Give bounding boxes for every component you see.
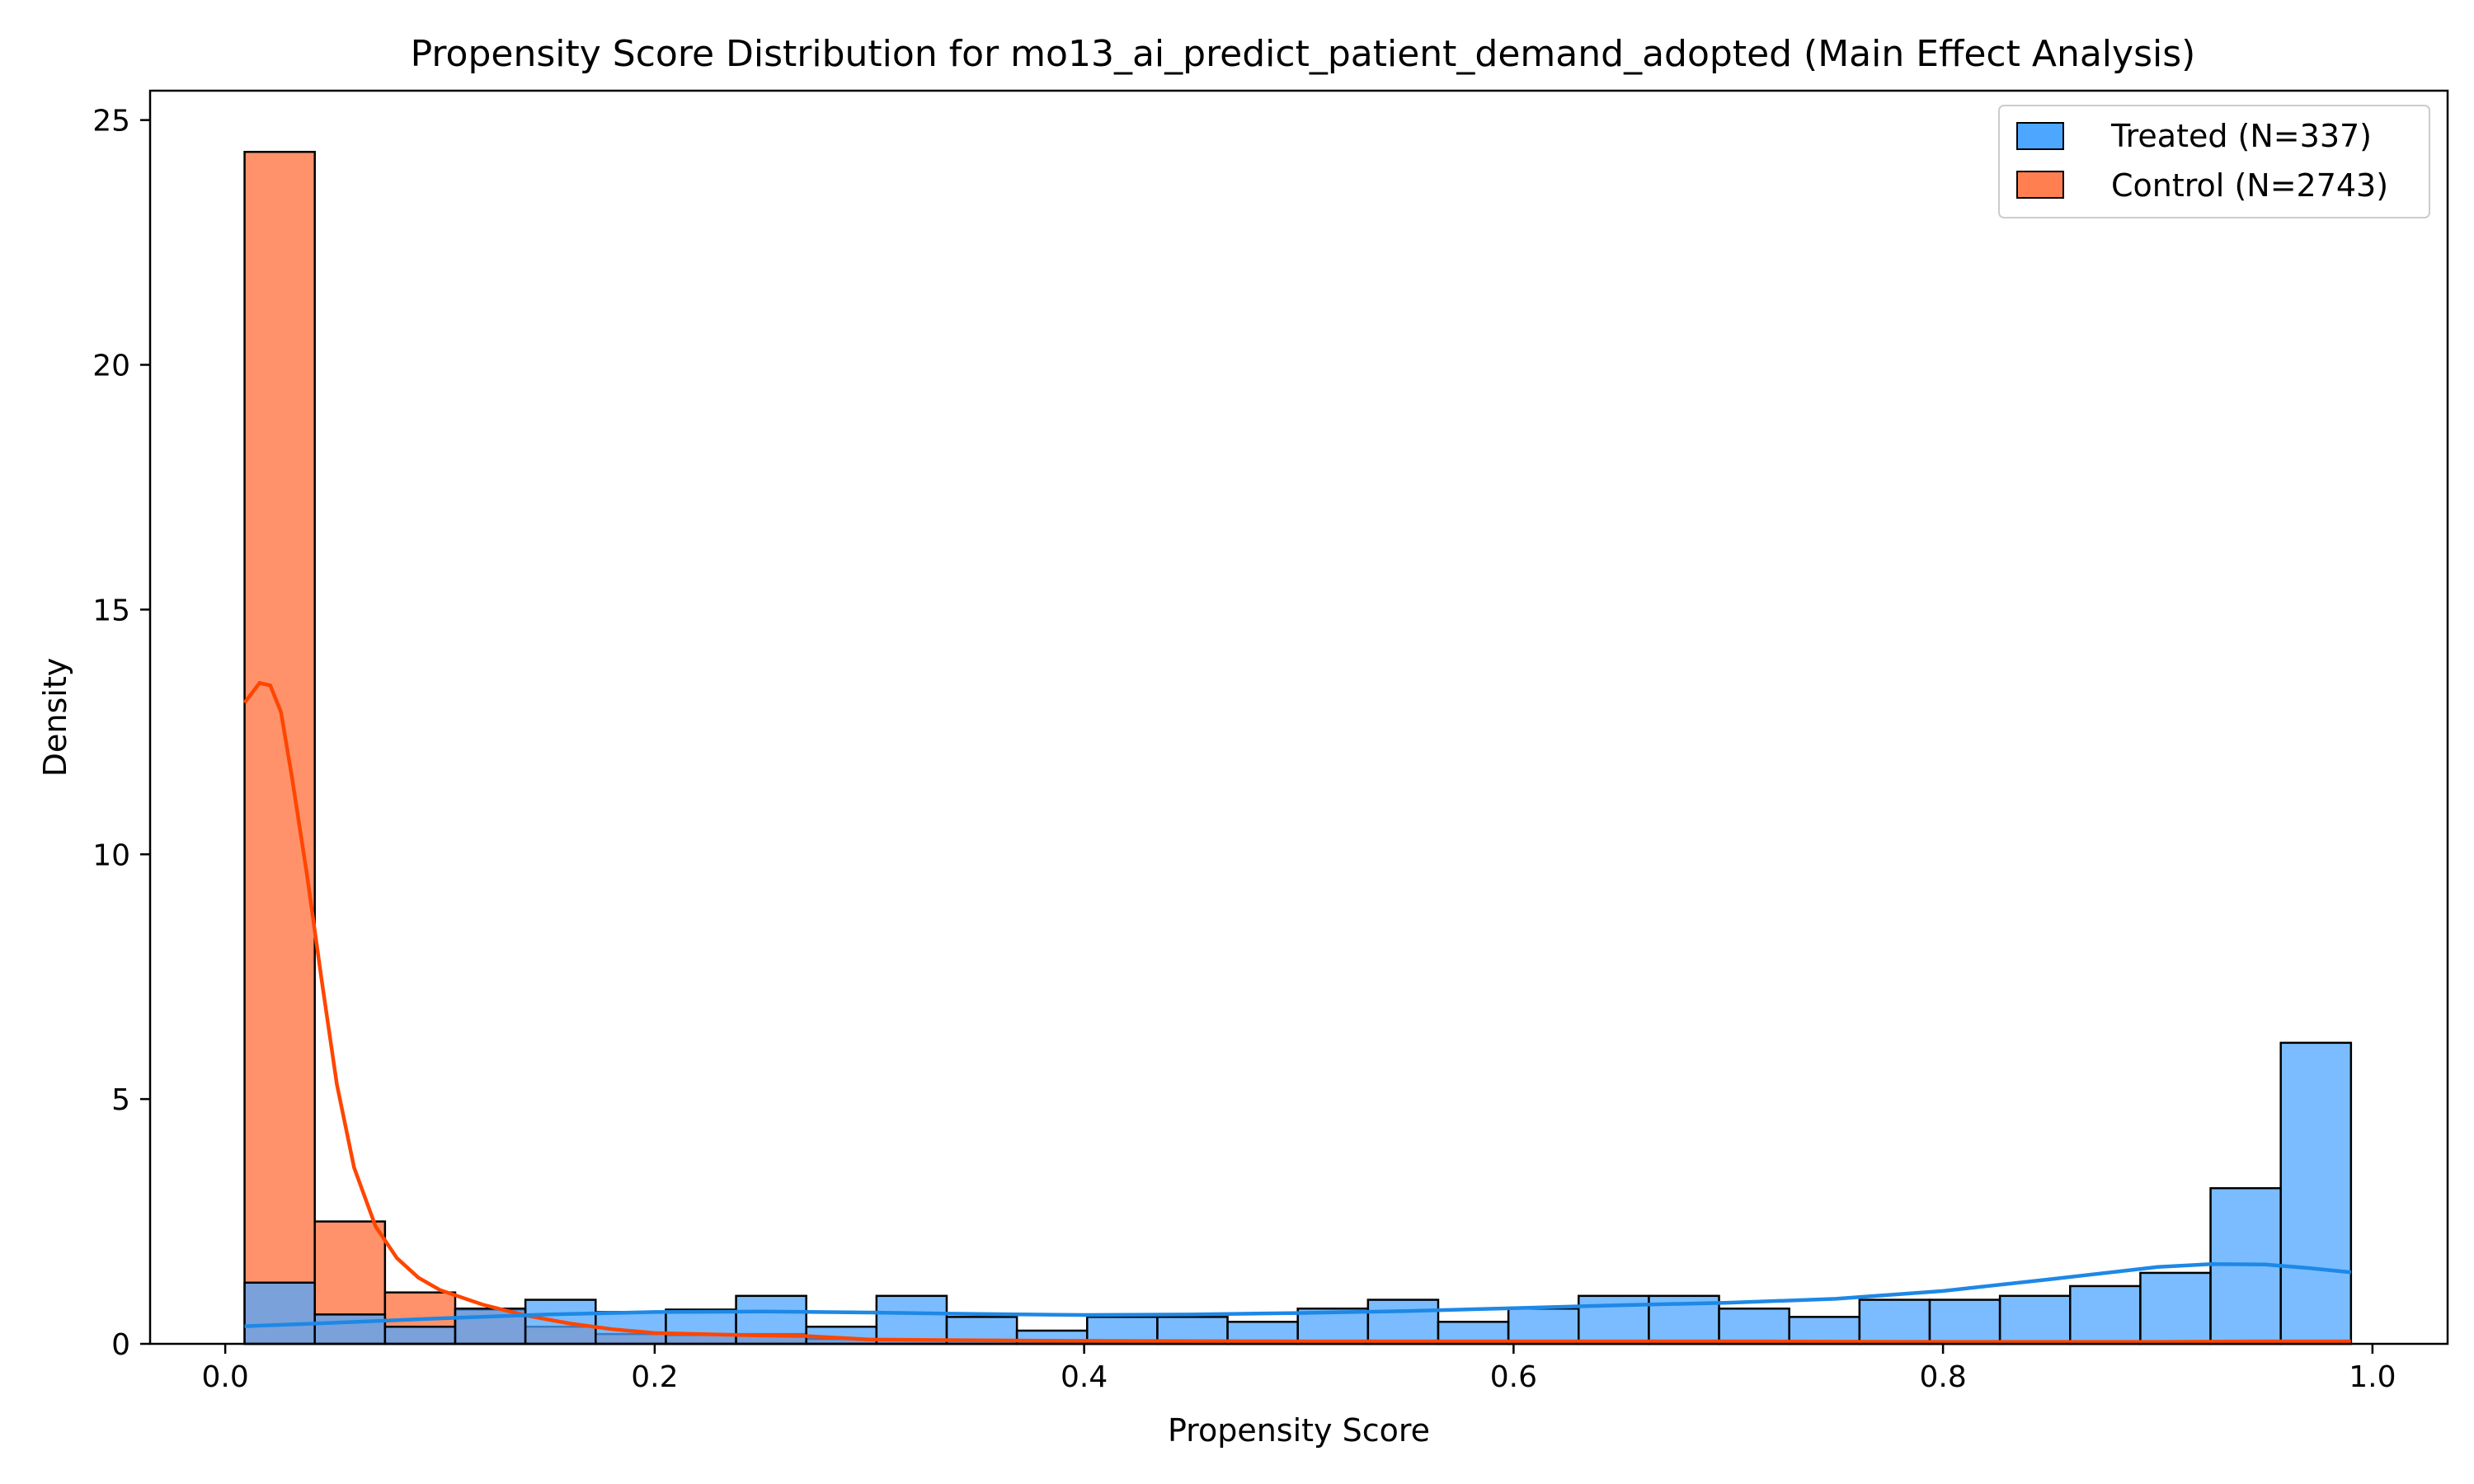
bar-treated-2 <box>383 1325 457 1345</box>
bar-treated-24 <box>1928 1298 2001 1345</box>
kde-line-treated <box>244 1261 2352 1328</box>
y-tick-label: 15 <box>92 594 130 627</box>
bar-treated-23 <box>1858 1298 1931 1345</box>
plot-frame <box>148 89 2449 1345</box>
y-axis-label: Density <box>37 658 73 777</box>
x-tick-label: 0.2 <box>631 1360 678 1394</box>
bar-treated-16 <box>1366 1298 1440 1345</box>
x-tick-label: 0.6 <box>1490 1360 1537 1394</box>
x-tick-label: 0.8 <box>1919 1360 1966 1394</box>
bar-treated-25 <box>1998 1294 2072 1345</box>
chart-title: Propensity Score Distribution for mo13_a… <box>411 33 2196 75</box>
x-tick-label: 0.0 <box>201 1360 248 1394</box>
y-tick-label: 10 <box>92 838 130 872</box>
x-axis-label: Propensity Score <box>1168 1412 1430 1449</box>
legend: Treated (N=337) Control (N=2743) <box>1998 105 2430 218</box>
kde-line-control <box>242 680 2351 1344</box>
bar-control-0 <box>243 150 316 1345</box>
legend-label-control: Control (N=2743) <box>2111 167 2388 204</box>
y-tick-label: 0 <box>111 1328 130 1362</box>
bar-treated-26 <box>2069 1284 2142 1345</box>
legend-swatch-treated <box>2016 122 2064 150</box>
bar-treated-29 <box>2279 1041 2353 1345</box>
legend-label-treated: Treated (N=337) <box>2110 118 2372 154</box>
legend-frame <box>1998 105 2430 218</box>
bar-treated-1 <box>313 1313 387 1345</box>
legend-swatch-control <box>2016 171 2064 199</box>
bar-treated-18 <box>1507 1308 1580 1345</box>
x-tick-label: 0.4 <box>1061 1360 1108 1394</box>
x-tick-label: 1.0 <box>2349 1360 2396 1394</box>
bar-treated-0 <box>243 1281 316 1345</box>
bar-treated-21 <box>1718 1308 1790 1345</box>
bar-treated-27 <box>2139 1271 2212 1345</box>
kde-layer <box>242 680 2352 1344</box>
axes-layer: 0.0 0.2 0.4 0.6 0.8 1.0 0 5 10 15 20 25 <box>92 105 2396 1394</box>
y-tick-label: 5 <box>111 1083 130 1117</box>
bar-treated-6 <box>665 1308 737 1345</box>
y-tick-label: 20 <box>92 350 130 383</box>
y-tick-label: 25 <box>92 105 130 139</box>
bar-treated-9 <box>875 1294 948 1345</box>
